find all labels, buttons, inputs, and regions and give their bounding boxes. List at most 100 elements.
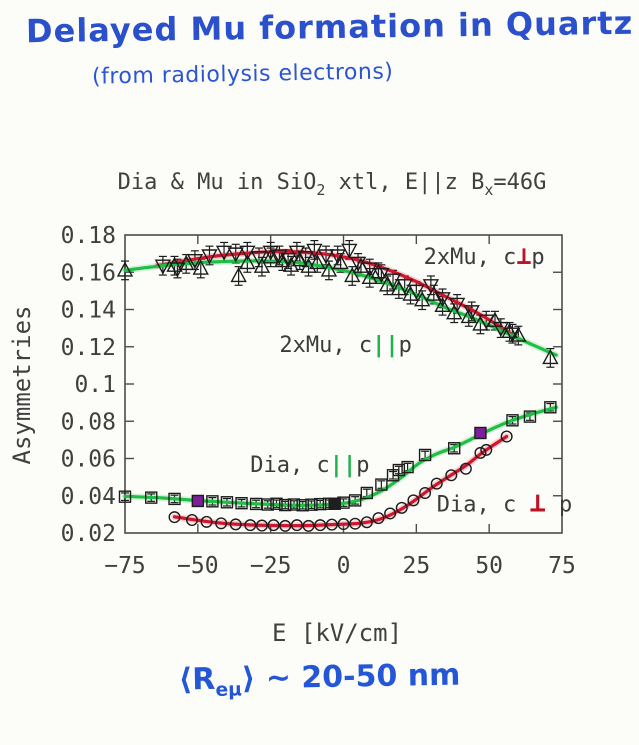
- square-marker: [279, 498, 292, 512]
- square-marker: [392, 463, 406, 477]
- square-marker: [287, 498, 301, 511]
- triangle-up-marker: [425, 285, 442, 301]
- square-marker: [506, 414, 519, 427]
- triangle-up-marker: [501, 322, 518, 339]
- x-tick-label: 0: [337, 553, 351, 579]
- triangle-up-marker: [253, 257, 271, 273]
- chart-title: Dia & Mu in SiO2 xtl, E||z Bx=46G: [118, 170, 547, 199]
- triangle-up-marker: [370, 263, 387, 279]
- circle-marker: [480, 443, 493, 456]
- circle-marker: [186, 513, 199, 526]
- triangle-down-marker: [215, 245, 233, 261]
- triangle-down-marker: [239, 245, 256, 261]
- triangle-up-marker: [166, 256, 183, 272]
- circle-marker: [314, 519, 327, 532]
- triangle-up-marker: [309, 253, 326, 270]
- triangle-down-marker: [154, 259, 172, 275]
- x-tick-label: −25: [250, 553, 292, 579]
- circle-marker: [349, 517, 362, 530]
- circle-marker: [229, 518, 242, 531]
- triangle-up-marker: [446, 304, 463, 320]
- square-marker: [206, 495, 219, 508]
- footnote-subscript: eμ: [215, 679, 243, 701]
- triangle-up-marker: [460, 307, 477, 324]
- triangle-down-marker: [201, 249, 218, 265]
- y-tick-label: 0.04: [61, 484, 116, 510]
- circle-marker: [445, 469, 458, 482]
- x-axis-label: E [kV/cm]: [272, 619, 402, 647]
- square-marker: [375, 478, 388, 491]
- circle-marker: [255, 519, 268, 532]
- y-tick-label: 0.18: [61, 223, 116, 249]
- square-marker: [523, 410, 537, 423]
- triangle-up-marker: [178, 254, 195, 271]
- square-marker: [220, 496, 234, 509]
- triangle-down-marker: [317, 249, 335, 265]
- fit-curve: [123, 405, 558, 507]
- circle-marker: [337, 518, 350, 531]
- circle-marker: [430, 477, 443, 490]
- triangle-down-marker: [306, 243, 323, 259]
- circle-marker: [302, 519, 315, 532]
- circle-marker: [325, 518, 338, 531]
- circle-marker: [200, 515, 213, 528]
- circle-marker: [419, 486, 432, 499]
- x-tick-label: 75: [548, 553, 576, 579]
- square-marker: [305, 498, 318, 511]
- triangle-up-marker: [402, 285, 419, 301]
- fit-curve: [155, 250, 520, 341]
- circle-marker: [474, 446, 487, 459]
- circle-marker: [290, 519, 303, 532]
- square-marker: [261, 498, 274, 511]
- triangle-down-marker: [186, 253, 204, 270]
- circle-marker: [168, 511, 181, 524]
- circle-marker: [267, 519, 280, 532]
- y-tick-label: 0.16: [61, 260, 116, 286]
- triangle-up-marker: [116, 261, 134, 277]
- triangle-up-marker: [379, 276, 396, 292]
- triangle-up-marker: [262, 248, 279, 264]
- circle-marker: [215, 517, 228, 530]
- triangle-down-marker: [448, 297, 466, 313]
- triangle-up-marker: [332, 253, 349, 270]
- square-marker: [360, 486, 374, 500]
- square-marker: [448, 442, 461, 455]
- y-tick-label: 0.02: [61, 521, 116, 547]
- triangle-down-marker: [434, 292, 451, 308]
- square-marker: [235, 497, 248, 510]
- circle-marker: [459, 462, 472, 475]
- triangle-up-marker: [344, 266, 361, 283]
- triangle-up-marker: [282, 256, 300, 272]
- square-marker: [418, 448, 432, 462]
- triangle-up-marker: [230, 266, 247, 283]
- series-label: 2xMu, c⊥p: [424, 241, 545, 270]
- triangle-up-marker: [361, 268, 378, 285]
- circle-marker: [395, 501, 408, 514]
- x-tick-label: −50: [177, 553, 219, 579]
- triangle-up-marker: [291, 251, 308, 267]
- circle-marker: [279, 519, 292, 532]
- series-label: Dia, c||p: [250, 453, 369, 478]
- square-marker: [168, 492, 181, 506]
- plot-frame: [124, 234, 563, 534]
- circle-marker: [384, 507, 397, 520]
- triangle-up-marker: [486, 311, 504, 327]
- square-marker: [348, 494, 362, 507]
- footnote-pre: ⟨R: [178, 661, 216, 698]
- triangle-up-marker: [192, 259, 209, 275]
- y-tick-label: 0.06: [61, 447, 116, 473]
- triangle-down-marker: [463, 305, 480, 321]
- triangle-up-marker: [472, 315, 489, 331]
- y-tick-label: 0.08: [61, 409, 116, 435]
- circle-marker: [360, 516, 373, 529]
- square-marker: [296, 499, 309, 512]
- x-tick-label: 50: [475, 553, 503, 579]
- square-marker: [313, 497, 327, 511]
- triangle-down-marker: [341, 243, 358, 259]
- square-marker: [118, 490, 132, 503]
- triangle-up-marker: [390, 280, 408, 296]
- circle-marker: [372, 512, 385, 525]
- triangle-down-marker: [227, 247, 244, 263]
